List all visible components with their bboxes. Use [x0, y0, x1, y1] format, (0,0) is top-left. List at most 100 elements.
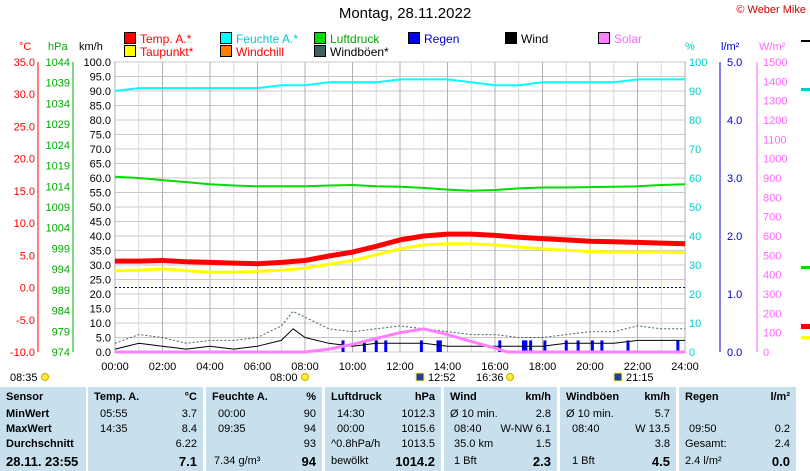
pressure-tick-label: 1044 [46, 57, 70, 69]
solar-tick-label: 1400 [763, 76, 787, 88]
series-line [114, 175, 686, 192]
rain-bar [676, 340, 680, 352]
humidity-header: Feuchte A. [212, 391, 268, 403]
rain-tick-label: 4.0 [727, 115, 742, 127]
legend-item: Windchill [220, 45, 284, 59]
stats-gust-column: Windböen km/h Ø 10 min. 5.7 08:40 W 13.5… [560, 387, 676, 471]
humidity-tick-label: 10 [689, 318, 701, 330]
gust-header: Windböen [566, 391, 620, 403]
x-tick-label: 00:00 [101, 361, 129, 373]
rain-tick-label: 3.0 [727, 173, 742, 185]
pressure-unit-label: hPa [48, 41, 68, 53]
wind-max-value: W-NW 6.1 [500, 423, 551, 435]
rain-bar [626, 340, 630, 352]
x-tick-label: 18:00 [529, 361, 557, 373]
wind-unit-label: km/h [79, 41, 103, 53]
rain-tick-label: 0.0 [727, 347, 742, 359]
solar-tick-label: 400 [763, 270, 781, 282]
temp-tick-label: 30.0 [14, 89, 35, 101]
wind-max-time: 08:40 [454, 423, 482, 435]
gust-unit: km/h [644, 391, 670, 403]
wind-tick-label: 10.0 [90, 318, 111, 330]
chart-title: Montag, 28.11.2022 [338, 5, 472, 22]
x-tick-label: 08:00 [291, 361, 319, 373]
row-label-sensor: Sensor [6, 391, 44, 403]
series-line [114, 328, 685, 350]
legend-swatch [220, 45, 232, 57]
rain-unit: l/m² [770, 391, 790, 403]
legend-swatch [220, 32, 232, 44]
rain-bar [438, 340, 442, 352]
solar-tick-label: 300 [763, 289, 781, 301]
moon-icon [415, 372, 425, 382]
solar-tick-label: 200 [763, 308, 781, 320]
series-line [115, 327, 685, 354]
weather-chart: 35.0 30.0 25.0 20.0 15.0 10.0 5.0 0.0 -5.0 -10.0 1… [10, 40, 810, 382]
stats-wind-column: Wind km/h Ø 10 min. 2.8 08:40 W-NW 6.1 3… [444, 387, 557, 471]
temp-tick-label: 25.0 [14, 121, 35, 133]
solar-tick-label: 1000 [763, 154, 787, 166]
temp-tick-label: 15.0 [14, 186, 35, 198]
humidity-tick-label: 20 [689, 289, 701, 301]
edge-marker [801, 88, 810, 91]
legend-item: Regen [408, 32, 459, 46]
solar-tick-label: 1200 [763, 115, 787, 127]
rain-max-time: 09:50 [689, 423, 717, 435]
temp-unit-label: °C [19, 41, 31, 53]
pressure-current: 1014.2 [395, 454, 435, 469]
edge-marker [801, 266, 810, 269]
series-line [115, 231, 686, 267]
edge-marker [801, 324, 810, 329]
wind-tick-label: 55.0 [90, 188, 111, 200]
solar-tick-label: 900 [763, 173, 781, 185]
pressure-tick-label: 1029 [46, 119, 70, 131]
legend-label: Windchill [236, 45, 285, 59]
wind-header: Wind [450, 391, 477, 403]
legend-swatch [124, 45, 136, 57]
legend-label: Wind [521, 32, 549, 46]
rain-bar [384, 340, 388, 352]
pressure-weather: bewölkt [331, 455, 369, 467]
solar-tick-label: 100 [763, 328, 781, 340]
legend-item: Luftdruck [314, 32, 379, 46]
wind-distance: 35.0 km [454, 438, 494, 450]
temp-min-value: 3.7 [181, 408, 197, 420]
legend-swatch [124, 32, 136, 44]
rain-bar [436, 340, 440, 352]
rain-max-value: 0.2 [774, 423, 790, 435]
temp-min-time: 05:55 [100, 408, 128, 420]
legend-item: Windböen* [314, 45, 389, 59]
stats-rain-column: Regen l/m² 09:50 0.2 Gesamt: 2.4 2.4 l/m… [679, 387, 796, 471]
legend-item: Solar [598, 32, 642, 46]
rain-total-label: Gesamt: [685, 438, 727, 450]
temp-tick-label: -10.0 [10, 347, 35, 359]
humidity-max-value: 94 [303, 423, 316, 435]
series-line [114, 78, 685, 92]
edge-marker [801, 336, 810, 339]
wind-tick-label: 85.0 [90, 101, 111, 113]
legend-item: Taupunkt* [124, 45, 193, 59]
sun-icon [41, 373, 49, 381]
x-tick-label: 04:00 [196, 361, 224, 373]
x-tick-label: 24:00 [671, 361, 699, 373]
solar-tick-label: 500 [763, 250, 781, 262]
copyright-link[interactable]: © Weber Mike [736, 4, 806, 16]
legend-label: Luftdruck [330, 32, 380, 46]
temp-current: 7.1 [178, 454, 197, 469]
rain-bar [600, 340, 604, 352]
temp-unit: °C [184, 391, 197, 403]
humidity-tick-label: 70 [689, 144, 701, 156]
humidity-max-time: 09:35 [218, 423, 246, 435]
humidity-average: 93 [303, 438, 316, 450]
temp-tick-label: 20.0 [14, 154, 35, 166]
stats-pressure-column: Luftdruck hPa 14:30 1012.3 00:00 1015.6 … [325, 387, 441, 471]
pressure-max-value: 1015.6 [401, 423, 435, 435]
gust-max-time: 08:40 [572, 423, 600, 435]
wind-tick-label: 30.0 [90, 260, 111, 272]
rain-bar [419, 340, 423, 352]
solar-tick-label: 1500 [763, 57, 787, 69]
wind-tick-label: 70.0 [90, 144, 111, 156]
pressure-tick-label: 1039 [46, 78, 70, 90]
rain-bar [362, 340, 366, 352]
temp-max-time: 14:35 [100, 423, 128, 435]
